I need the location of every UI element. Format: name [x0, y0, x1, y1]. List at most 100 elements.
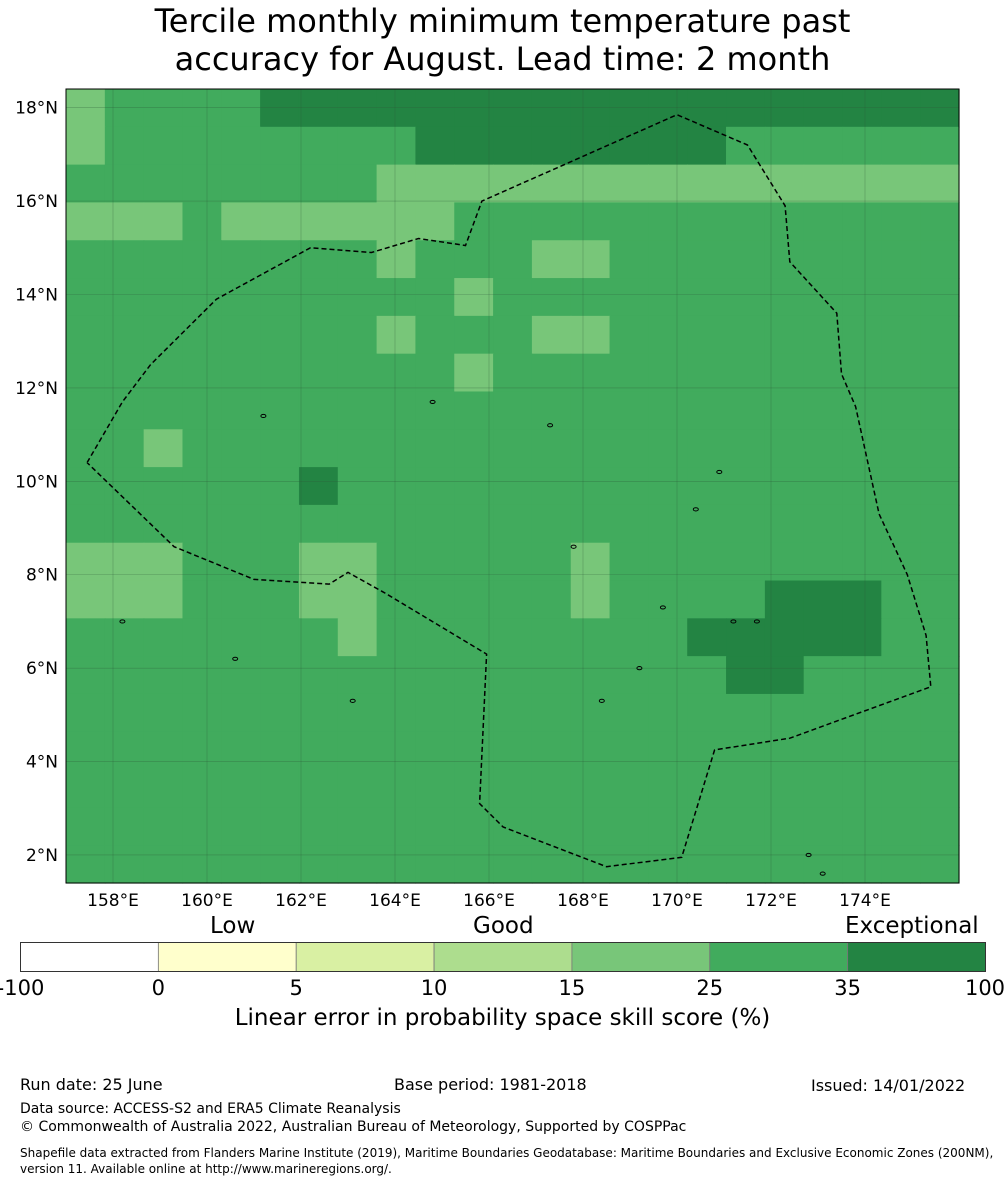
skill-cell: [726, 807, 766, 846]
skill-cell: [337, 656, 378, 695]
island-outline: [570, 544, 577, 549]
skill-cell: [648, 504, 688, 544]
skill-cell: [803, 126, 844, 166]
skill-cell: [493, 202, 533, 241]
skill-cell: [687, 202, 727, 241]
skill-cell: [182, 240, 222, 279]
skill-cell: [920, 542, 960, 582]
colorbar-bin: [157, 942, 297, 972]
island-outline: [819, 871, 826, 876]
skill-cell: [260, 618, 300, 657]
skill-cell: [104, 693, 145, 733]
longitude-tick-label: 164°E: [369, 891, 421, 911]
colorbar-tick-label: 35: [834, 976, 862, 1000]
longitude-tick-label: 172°E: [745, 891, 797, 911]
skill-cell: [104, 315, 145, 355]
skill-cell: [920, 580, 960, 619]
skill-cell: [104, 240, 145, 279]
skill-cell: [298, 769, 339, 808]
skill-cell: [415, 769, 455, 808]
skill-cell: [764, 693, 805, 733]
skill-cell: [376, 278, 417, 317]
skill-cell: [376, 391, 417, 430]
skill-cell: [454, 126, 494, 166]
island-outline: [598, 698, 605, 703]
skill-cell: [648, 731, 688, 771]
skill-cell: [66, 618, 106, 657]
skill-cell: [104, 769, 145, 808]
latitude-tick-label: 4°N: [26, 753, 58, 773]
skill-cell: [764, 89, 805, 128]
skill-cell: [221, 580, 261, 619]
island-outline: [659, 605, 666, 610]
skill-cell: [570, 504, 611, 544]
skill-cell: [143, 580, 184, 619]
skill-cell: [803, 429, 844, 468]
skill-cell: [66, 315, 106, 355]
skill-cell: [842, 429, 882, 468]
skill-cell: [337, 807, 378, 846]
skill-cell: [143, 89, 184, 128]
skill-cell: [182, 353, 222, 393]
longitude-tick-label: 166°E: [463, 891, 515, 911]
skill-cell: [609, 240, 649, 279]
skill-cell: [803, 807, 844, 846]
skill-grid-cells: [66, 89, 960, 884]
skill-cell: [803, 391, 844, 430]
skill-cell: [687, 580, 727, 619]
skill-cell: [648, 278, 688, 317]
skill-cell: [260, 429, 300, 468]
skill-cell: [648, 89, 688, 128]
skill-cell: [104, 126, 145, 166]
skill-cell: [104, 807, 145, 846]
skill-cell: [531, 769, 572, 808]
longitude-tick-label: 170°E: [651, 891, 703, 911]
skill-cell: [337, 202, 378, 241]
skill-cell: [298, 504, 339, 544]
skill-cell: [764, 504, 805, 544]
skill-cell: [687, 504, 727, 544]
skill-cell: [415, 656, 455, 695]
skill-cell: [726, 731, 766, 771]
island-outline: [636, 666, 643, 671]
skill-cell: [221, 164, 261, 204]
skill-cell: [182, 467, 222, 506]
skill-cell: [337, 315, 378, 355]
skill-cell: [182, 278, 222, 317]
skill-cell: [337, 845, 378, 884]
skill-cell: [104, 429, 145, 468]
skill-cell: [376, 353, 417, 393]
skill-cell: [221, 391, 261, 430]
skill-cell: [881, 807, 921, 846]
skill-cell: [803, 467, 844, 506]
skill-cell: [454, 845, 494, 884]
skill-cell: [376, 504, 417, 544]
skill-cell: [609, 278, 649, 317]
skill-cell: [415, 580, 455, 619]
skill-cell: [260, 542, 300, 582]
skill-cell: [221, 278, 261, 317]
skill-cell: [531, 164, 572, 204]
skill-cell: [493, 693, 533, 733]
skill-cell: [143, 467, 184, 506]
skill-cell: [920, 353, 960, 393]
skill-cell: [260, 89, 300, 128]
skill-cell: [803, 89, 844, 128]
skill-cell: [454, 429, 494, 468]
skill-cell: [493, 353, 533, 393]
shapefile-credit-line-1: Shapefile data extracted from Flanders M…: [20, 1146, 994, 1160]
skill-cell: [104, 278, 145, 317]
skill-cell: [454, 89, 494, 128]
skill-cell: [493, 656, 533, 695]
skill-cell: [842, 353, 882, 393]
skill-cell: [881, 164, 921, 204]
skill-cell: [337, 126, 378, 166]
skill-cell: [104, 542, 145, 582]
skill-cell: [687, 845, 727, 884]
skill-cell: [298, 429, 339, 468]
skill-cell: [842, 126, 882, 166]
colorbar-bin: [709, 942, 849, 972]
skill-cell: [337, 353, 378, 393]
colorbar-category-good: Good: [473, 913, 534, 939]
colorbar-tick-label: 25: [696, 976, 724, 1000]
